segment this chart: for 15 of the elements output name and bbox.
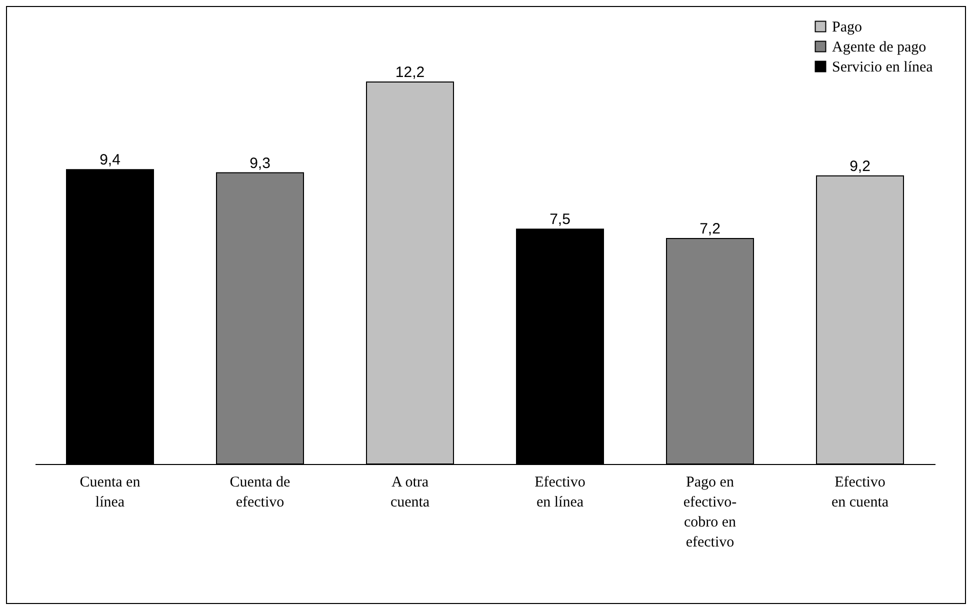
x-tick-label: A otra cuenta xyxy=(390,474,430,510)
x-tick-label: Pago en efectivo-cobro en efectivo xyxy=(683,474,737,550)
x-tick-label: Cuenta en línea xyxy=(80,474,141,510)
data-label: 9,4 xyxy=(100,152,120,169)
x-tick-label: Cuenta de efectivo xyxy=(230,474,291,510)
legend-label: Pago xyxy=(832,20,862,36)
data-label: 9,2 xyxy=(850,158,870,175)
legend-label: Agente de pago xyxy=(832,40,926,56)
legend-label: Servicio en línea xyxy=(832,60,934,76)
data-label: 9,3 xyxy=(250,154,270,172)
data-label: 7,5 xyxy=(550,211,570,228)
data-label: 7,2 xyxy=(700,220,720,238)
x-tick-label: Efectivo en línea xyxy=(534,474,586,510)
data-label: 12,2 xyxy=(395,64,425,81)
x-tick-label: Efectivo en cuenta xyxy=(831,474,889,510)
